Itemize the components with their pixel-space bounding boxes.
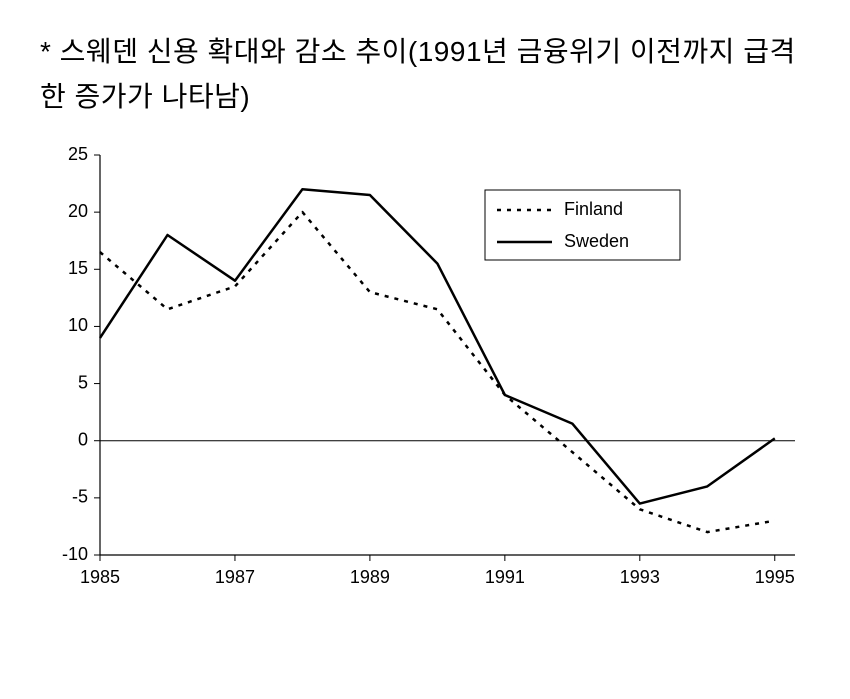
legend-label: Sweden (564, 230, 629, 250)
y-tick-label: 0 (78, 429, 88, 449)
y-tick-label: 25 (68, 143, 88, 163)
y-tick-label: 5 (78, 372, 88, 392)
legend: Finland Sweden (485, 190, 680, 260)
x-tick-label: 1991 (485, 567, 525, 587)
y-tick-label: -5 (72, 486, 88, 506)
credit-growth-chart: -10 -5 0 5 10 15 20 25 1985 1987 1989 1991 1993 1995 F… (40, 140, 810, 610)
x-tick-label: 1993 (620, 567, 660, 587)
y-tick-label: 15 (68, 258, 88, 278)
chart-title: * 스웨덴 신용 확대와 감소 추이(1991년 금융위기 이전까지 급격한 증… (40, 30, 810, 120)
x-tick-label: 1987 (215, 567, 255, 587)
legend-label: Finland (564, 198, 623, 218)
y-tick-label: -10 (62, 543, 88, 563)
x-tick-label: 1985 (80, 567, 120, 587)
y-tick-label: 20 (68, 200, 88, 220)
x-tick-label: 1989 (350, 567, 390, 587)
x-tick-label: 1995 (755, 567, 795, 587)
y-tick-label: 10 (68, 315, 88, 335)
